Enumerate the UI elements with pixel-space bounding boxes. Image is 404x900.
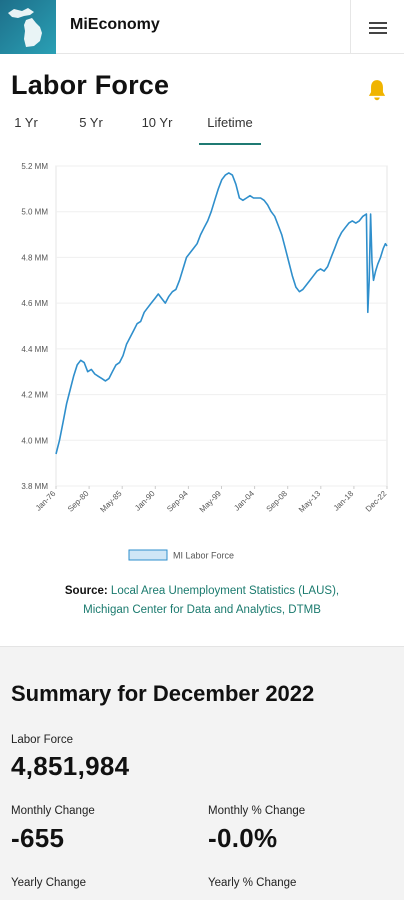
source-link-laus[interactable]: Local Area Unemployment Statistics (LAUS… bbox=[110, 585, 340, 597]
michigan-map-icon bbox=[8, 8, 42, 47]
summary-section: Summary for December 2022 Labor Force 4,… bbox=[0, 646, 404, 900]
hamburger-menu-icon[interactable] bbox=[362, 14, 394, 42]
yearly-change-label: Yearly Change bbox=[11, 877, 87, 889]
app-title: MiEconomy bbox=[70, 16, 160, 33]
legend-label: MI Labor Force bbox=[173, 551, 234, 561]
plot-area bbox=[55, 165, 388, 487]
tab-10yr[interactable]: 10 Yr bbox=[141, 115, 173, 130]
monthly-change-label: Monthly Change bbox=[11, 805, 95, 817]
y-tick-label: 5.2 MM bbox=[21, 162, 48, 171]
notification-bell-icon[interactable] bbox=[364, 78, 390, 104]
labor-force-line-chart: 5.2 MM 5.0 MM 4.8 MM 4.6 MM 4.4 MM 4.2 MM 4.0 … bbox=[21, 162, 389, 561]
source-label: Source: bbox=[64, 585, 108, 597]
y-tick-label: 4.8 MM bbox=[21, 253, 48, 262]
series-line-mi-labor-force bbox=[55, 172, 388, 455]
page-title: Labor Force bbox=[11, 70, 170, 100]
y-tick-label: 4.0 MM bbox=[21, 436, 48, 445]
y-tick-label: 4.2 MM bbox=[21, 391, 48, 400]
app-header: MiEconomy bbox=[0, 0, 404, 54]
y-tick-label: 4.4 MM bbox=[21, 345, 48, 354]
source-link-dtmb[interactable]: Michigan Center for Data and Analytics, … bbox=[83, 604, 321, 616]
x-tick-label: Jan-76 bbox=[34, 489, 58, 513]
x-tick-label: Jan-90 bbox=[133, 489, 157, 513]
tab-1yr[interactable]: 1 Yr bbox=[14, 115, 38, 130]
x-tick-label: May-13 bbox=[297, 489, 323, 515]
x-tick-label: Jan-18 bbox=[332, 489, 356, 513]
labor-force-label: Labor Force bbox=[11, 734, 74, 746]
y-tick-label: 3.8 MM bbox=[21, 482, 48, 491]
time-range-tabs: 1 Yr 5 Yr 10 Yr Lifetime bbox=[0, 112, 404, 146]
monthly-pct-change-label: Monthly % Change bbox=[208, 805, 306, 817]
legend-swatch bbox=[128, 549, 168, 561]
summary-title: Summary for December 2022 bbox=[11, 681, 315, 706]
app-logo[interactable] bbox=[0, 0, 56, 54]
y-tick-label: 5.0 MM bbox=[21, 208, 48, 217]
tab-lifetime[interactable]: Lifetime bbox=[199, 115, 261, 145]
menu-divider bbox=[350, 0, 351, 54]
tab-5yr[interactable]: 5 Yr bbox=[79, 115, 103, 130]
x-tick-label: Sep-80 bbox=[66, 489, 91, 514]
x-tick-label: Dec-22 bbox=[364, 489, 389, 514]
monthly-change-value: -655 bbox=[11, 823, 65, 853]
y-tick-label: 4.6 MM bbox=[21, 299, 48, 308]
chart-legend: MI Labor Force bbox=[128, 549, 234, 561]
x-tick-label: Sep-94 bbox=[165, 489, 190, 514]
labor-force-value: 4,851,984 bbox=[11, 751, 130, 781]
x-tick-label: May-85 bbox=[98, 489, 124, 515]
yearly-pct-change-label: Yearly % Change bbox=[208, 877, 297, 889]
x-tick-label: May-99 bbox=[198, 489, 224, 515]
data-source: Source: Local Area Unemployment Statisti… bbox=[0, 582, 404, 620]
x-tick-label: Sep-08 bbox=[265, 489, 290, 514]
monthly-pct-change-value: -0.0% bbox=[208, 823, 278, 853]
x-tick-label: Jan-04 bbox=[232, 489, 256, 513]
